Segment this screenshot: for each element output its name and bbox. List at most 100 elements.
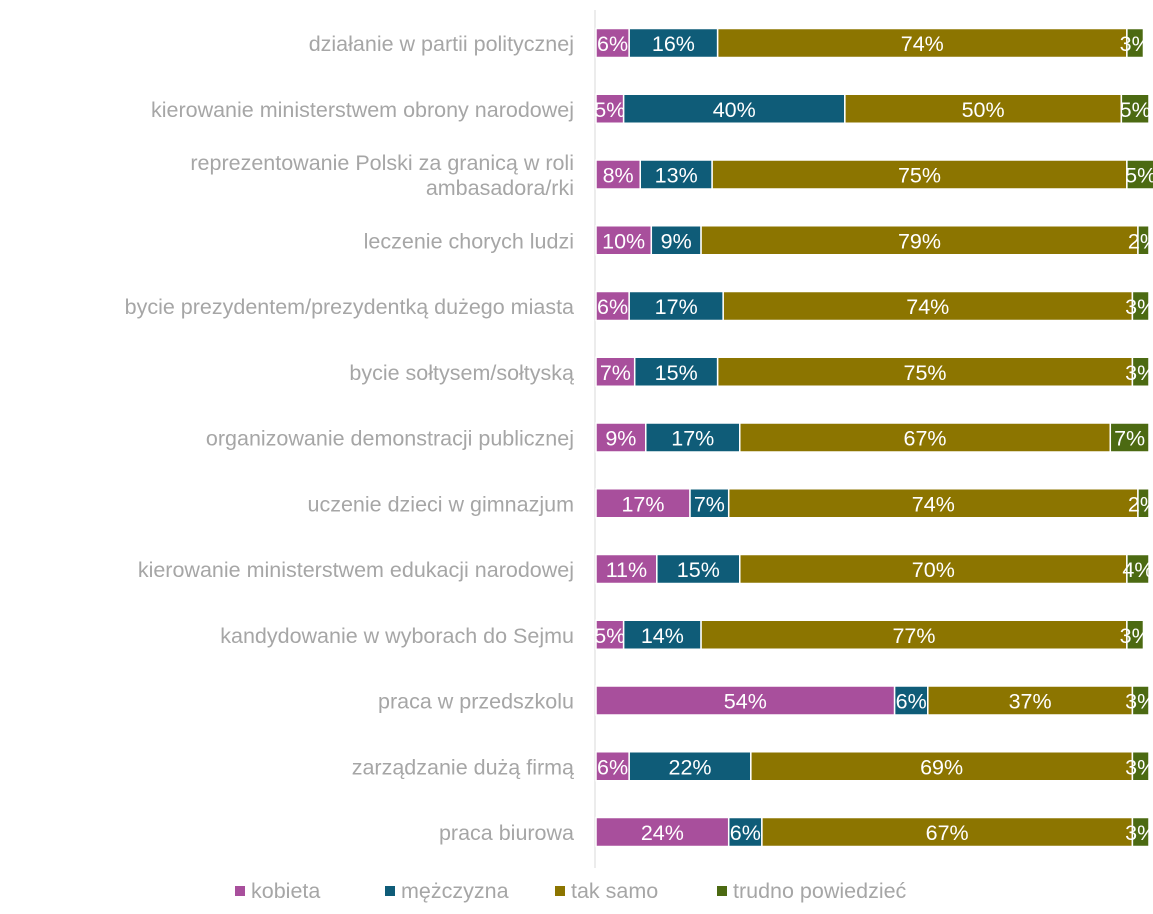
data-label: 5% <box>1120 98 1151 122</box>
data-label: 6% <box>896 690 927 714</box>
legend-label: kobieta <box>251 879 320 903</box>
bar-segment <box>595 685 896 716</box>
legend-swatch <box>555 886 565 896</box>
bar-segment <box>739 422 1112 453</box>
data-label: 6% <box>597 32 628 56</box>
bar-segment <box>722 290 1134 322</box>
data-label: 3% <box>1120 624 1151 648</box>
category-label-line: reprezentowanie Polski za granicą w roli <box>190 151 574 175</box>
bar-segment <box>1109 422 1150 453</box>
data-label: 75% <box>898 164 941 188</box>
category-label: bycie prezydentem/prezydentką dużego mia… <box>125 295 574 319</box>
data-label: 50% <box>962 98 1005 122</box>
category-label: praca w przedszkolu <box>378 690 574 714</box>
bar-segment <box>595 356 636 387</box>
category-label: uczenie dzieci w gimnazjum <box>308 492 574 516</box>
data-label: 77% <box>892 624 935 648</box>
data-label: 16% <box>652 32 695 56</box>
legend-swatch <box>385 886 395 896</box>
data-label: 3% <box>1125 821 1153 845</box>
data-label: 69% <box>920 755 963 779</box>
category-label: leczenie chorych ludzi <box>364 229 574 253</box>
data-label: 3% <box>1125 295 1153 319</box>
bar-segment <box>1126 619 1145 650</box>
category-label: działanie w partii politycznej <box>309 32 574 56</box>
data-label: 37% <box>1009 690 1052 714</box>
data-label: 2% <box>1128 492 1153 516</box>
category-label: kierowanie ministerstwem obrony narodowe… <box>151 98 574 122</box>
bar-segment <box>711 159 1128 190</box>
data-label: 54% <box>724 690 767 714</box>
bar-segment <box>595 225 653 256</box>
data-label: 17% <box>655 295 698 319</box>
bar-segment <box>645 422 741 453</box>
category-label: organizowanie demonstracji publicznej <box>206 427 574 451</box>
bar-segment <box>1137 225 1150 256</box>
bar-segment <box>727 816 763 848</box>
bar-segment <box>700 225 1139 256</box>
bar-segment <box>716 27 1128 59</box>
data-label: 24% <box>641 821 684 845</box>
bar-segment <box>628 27 719 59</box>
data-label: 5% <box>594 624 625 648</box>
data-label: 9% <box>605 427 636 451</box>
data-label: 75% <box>904 361 947 385</box>
bar-segment <box>1120 93 1150 124</box>
data-label: 22% <box>668 755 711 779</box>
data-label: 3% <box>1125 690 1153 714</box>
data-label: 67% <box>904 427 947 451</box>
data-label: 3% <box>1120 32 1151 56</box>
data-label: 3% <box>1125 755 1153 779</box>
data-label: 11% <box>606 558 647 582</box>
category-label: kierowanie ministerstwem edukacji narodo… <box>138 558 574 582</box>
bar-segment <box>893 685 929 716</box>
bar-segment <box>595 422 647 453</box>
data-label: 7% <box>1114 427 1145 451</box>
data-label: 7% <box>600 361 631 385</box>
legend-label: tak samo <box>571 879 658 903</box>
bar-segment <box>1126 159 1153 190</box>
data-label: 13% <box>655 164 698 188</box>
data-label: 10% <box>602 229 645 253</box>
data-label: 6% <box>597 295 628 319</box>
bar-segment <box>750 751 1134 782</box>
bar-segment <box>1131 816 1150 848</box>
data-label: 74% <box>901 32 944 56</box>
bar-segment <box>595 290 630 322</box>
bar-segment <box>1126 27 1145 59</box>
data-label: 6% <box>730 821 761 845</box>
legend-swatch <box>717 886 727 896</box>
legend-swatch <box>235 886 245 896</box>
data-label: 17% <box>621 492 664 516</box>
bar-segment <box>1137 488 1150 519</box>
bar-segment <box>595 751 630 782</box>
bar-segment <box>727 488 1139 519</box>
bar-segment <box>716 356 1134 387</box>
category-label: kandydowanie w wyborach do Sejmu <box>220 624 574 648</box>
bar-segment <box>1126 553 1150 585</box>
data-label: 14% <box>641 624 684 648</box>
data-label: 3% <box>1125 361 1153 385</box>
bar-segment <box>595 488 691 519</box>
data-label: 2% <box>1128 229 1153 253</box>
data-label: 9% <box>661 229 692 253</box>
bar-segment <box>622 619 702 650</box>
bar-segment <box>761 816 1134 848</box>
bar-segment <box>1131 290 1150 322</box>
data-label: 5% <box>594 98 625 122</box>
bar-segment <box>1131 356 1150 387</box>
data-label: 74% <box>906 295 949 319</box>
category-label: bycie sołtysem/sołtyską <box>349 361 574 385</box>
bar-segment <box>1131 751 1150 782</box>
category-label: zarządzanie dużą firmą <box>352 755 574 779</box>
data-label: 17% <box>671 427 714 451</box>
legend-label: mężczyzna <box>401 879 509 903</box>
data-label: 6% <box>597 755 628 779</box>
data-label: 79% <box>898 229 941 253</box>
data-label: 67% <box>926 821 969 845</box>
bar-segment <box>595 553 658 585</box>
data-label: 74% <box>912 492 955 516</box>
bar-segment <box>844 93 1123 124</box>
